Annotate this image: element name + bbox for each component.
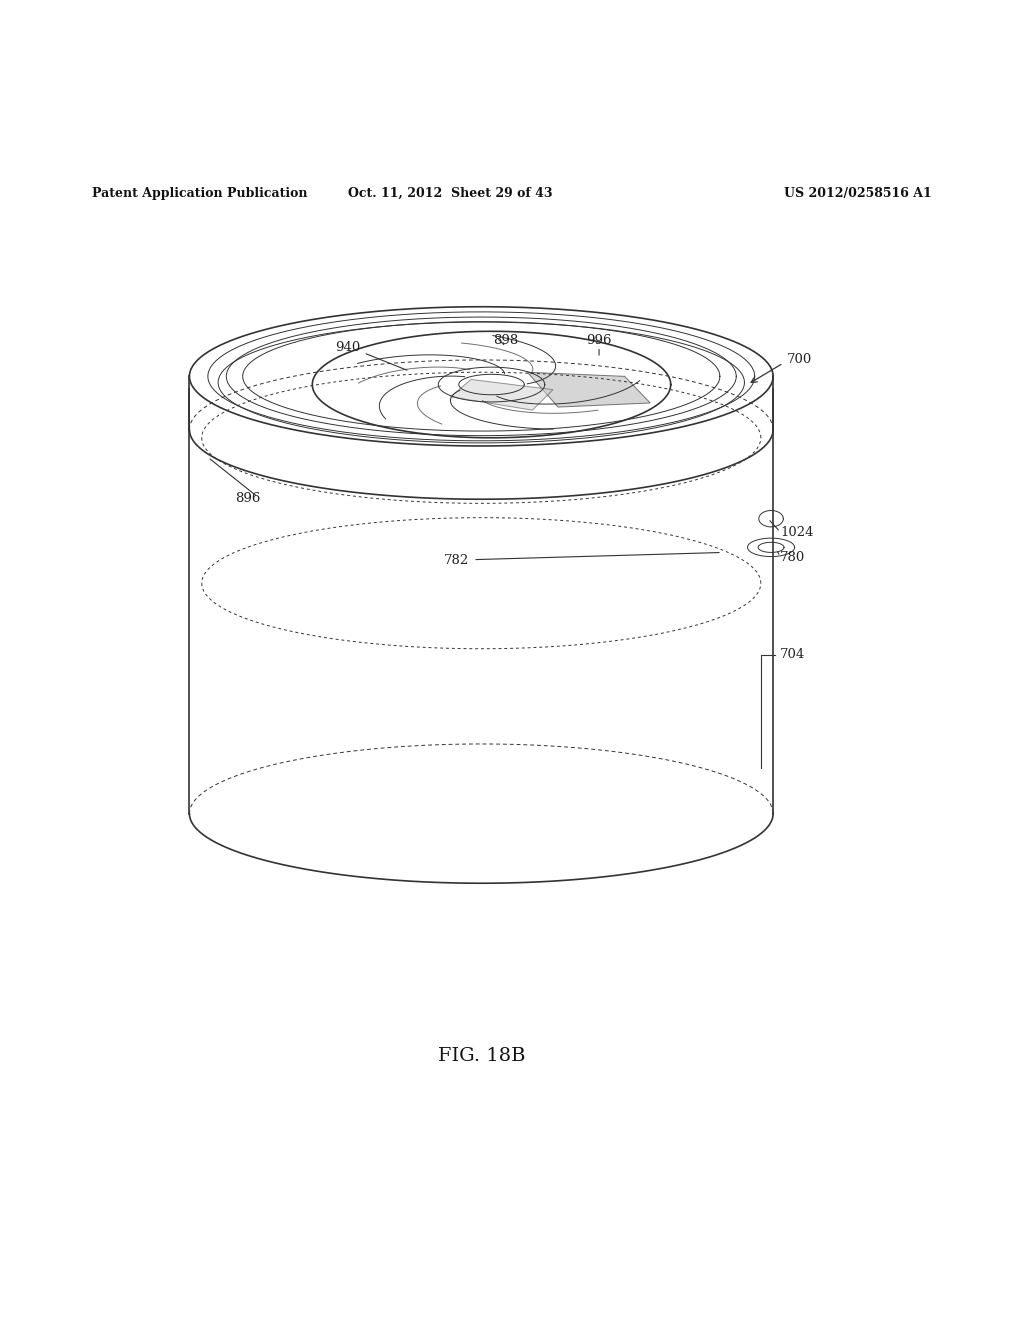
Text: Patent Application Publication: Patent Application Publication — [92, 187, 307, 199]
Text: US 2012/0258516 A1: US 2012/0258516 A1 — [784, 187, 932, 199]
Text: FIG. 18B: FIG. 18B — [437, 1047, 525, 1065]
Text: 898: 898 — [494, 334, 518, 347]
Text: 700: 700 — [786, 354, 812, 367]
Polygon shape — [527, 372, 650, 407]
Text: Oct. 11, 2012  Sheet 29 of 43: Oct. 11, 2012 Sheet 29 of 43 — [348, 187, 553, 199]
Text: 940: 940 — [336, 341, 360, 354]
Text: 896: 896 — [236, 492, 261, 504]
Text: 1024: 1024 — [780, 525, 814, 539]
Polygon shape — [451, 379, 553, 411]
Text: 780: 780 — [780, 552, 806, 564]
Text: 704: 704 — [780, 648, 806, 661]
Text: 782: 782 — [443, 554, 469, 568]
Text: 996: 996 — [587, 334, 611, 347]
